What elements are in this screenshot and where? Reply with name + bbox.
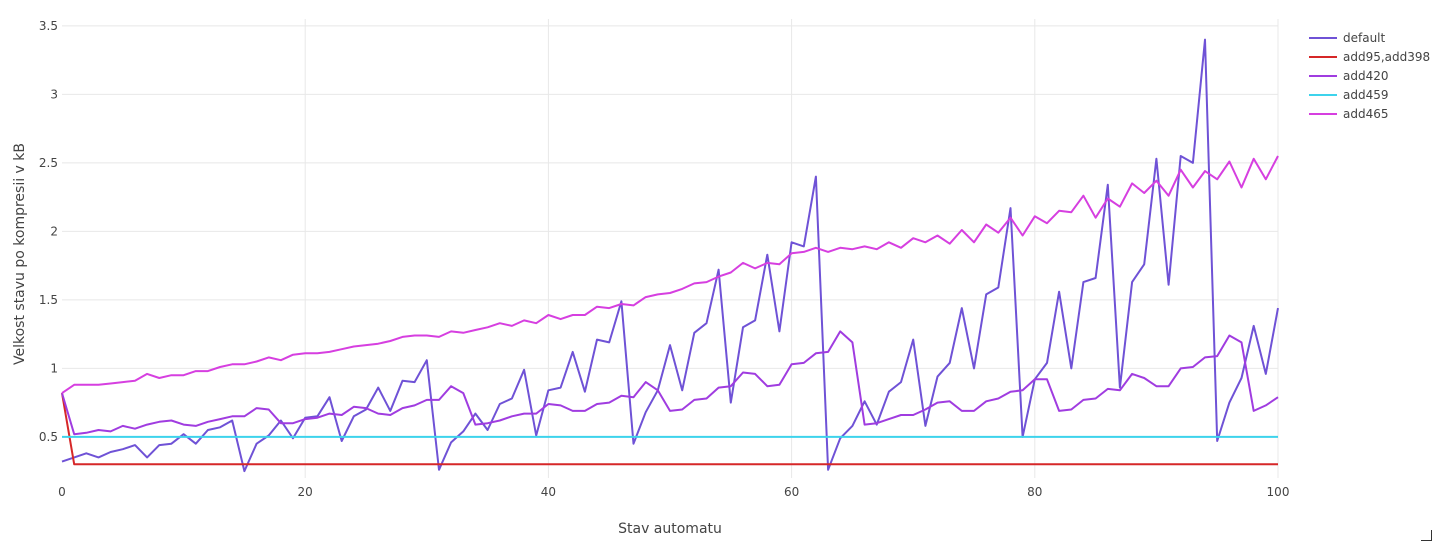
y-tick-label: 3 — [50, 87, 58, 101]
y-tick-label: 1.5 — [39, 293, 58, 307]
legend-label: default — [1343, 31, 1386, 45]
legend-label: add459 — [1343, 88, 1389, 102]
y-tick-label: 2.5 — [39, 156, 58, 170]
legend-item-0[interactable]: default — [1309, 31, 1386, 45]
y-axis-ticks: 0.5 1 1.5 2 2.5 3 3.5 — [39, 19, 58, 444]
legend[interactable]: default add95,add398 add420 add459 add465 — [1309, 31, 1430, 121]
x-tick-label: 0 — [58, 485, 66, 499]
series-line-4 — [61, 155, 1279, 394]
x-tick-label: 80 — [1027, 485, 1042, 499]
legend-label: add420 — [1343, 69, 1389, 83]
series-line-2 — [61, 330, 1279, 436]
y-tick-label: 2 — [50, 224, 58, 238]
plot-area — [61, 38, 1279, 473]
resize-handle[interactable] — [1421, 530, 1432, 541]
series-line-1 — [61, 392, 1278, 466]
legend-item-2[interactable]: add420 — [1309, 69, 1389, 83]
legend-item-4[interactable]: add465 — [1309, 107, 1389, 121]
legend-item-3[interactable]: add459 — [1309, 88, 1389, 102]
x-tick-label: 20 — [298, 485, 313, 499]
x-tick-label: 40 — [541, 485, 556, 499]
x-tick-label: 60 — [784, 485, 799, 499]
legend-label: add95,add398 — [1343, 50, 1430, 64]
y-tick-label: 0.5 — [39, 430, 58, 444]
y-tick-label: 1 — [50, 361, 58, 375]
y-axis-title: Velkost stavu po kompresii v kB — [12, 143, 28, 365]
y-tick-label: 3.5 — [39, 19, 58, 33]
legend-label: add465 — [1343, 107, 1389, 121]
x-tick-label: 100 — [1267, 485, 1290, 499]
legend-item-1[interactable]: add95,add398 — [1309, 50, 1430, 64]
x-axis-title: Stav automatu — [618, 521, 722, 537]
series-line-0 — [61, 38, 1279, 473]
x-axis-ticks: 0 20 40 60 80 100 — [58, 485, 1289, 499]
